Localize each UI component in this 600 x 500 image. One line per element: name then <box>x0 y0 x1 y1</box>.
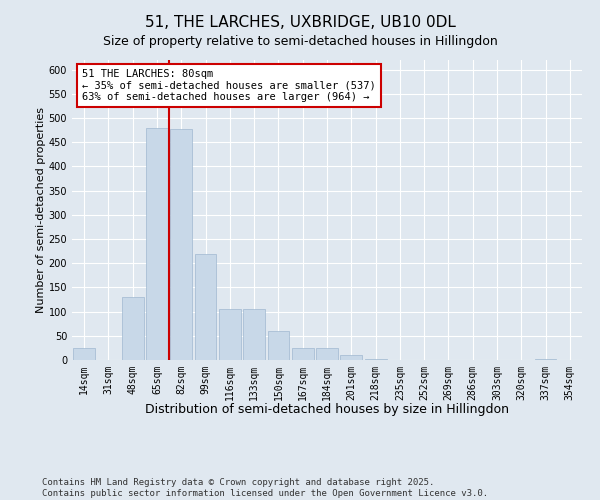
Bar <box>194 254 217 360</box>
X-axis label: Distribution of semi-detached houses by size in Hillingdon: Distribution of semi-detached houses by … <box>145 403 509 416</box>
Text: Contains HM Land Registry data © Crown copyright and database right 2025.
Contai: Contains HM Land Registry data © Crown c… <box>42 478 488 498</box>
Bar <box>170 128 192 360</box>
Bar <box>268 331 289 360</box>
Bar <box>219 309 241 360</box>
Bar <box>73 348 95 360</box>
Text: Size of property relative to semi-detached houses in Hillingdon: Size of property relative to semi-detach… <box>103 35 497 48</box>
Bar <box>243 309 265 360</box>
Text: 51 THE LARCHES: 80sqm
← 35% of semi-detached houses are smaller (537)
63% of sem: 51 THE LARCHES: 80sqm ← 35% of semi-deta… <box>82 69 376 102</box>
Bar <box>122 297 143 360</box>
Bar <box>535 358 556 360</box>
Bar <box>292 348 314 360</box>
Bar <box>365 359 386 360</box>
Bar <box>340 355 362 360</box>
Y-axis label: Number of semi-detached properties: Number of semi-detached properties <box>36 107 46 313</box>
Text: 51, THE LARCHES, UXBRIDGE, UB10 0DL: 51, THE LARCHES, UXBRIDGE, UB10 0DL <box>145 15 455 30</box>
Bar <box>146 128 168 360</box>
Bar <box>316 348 338 360</box>
